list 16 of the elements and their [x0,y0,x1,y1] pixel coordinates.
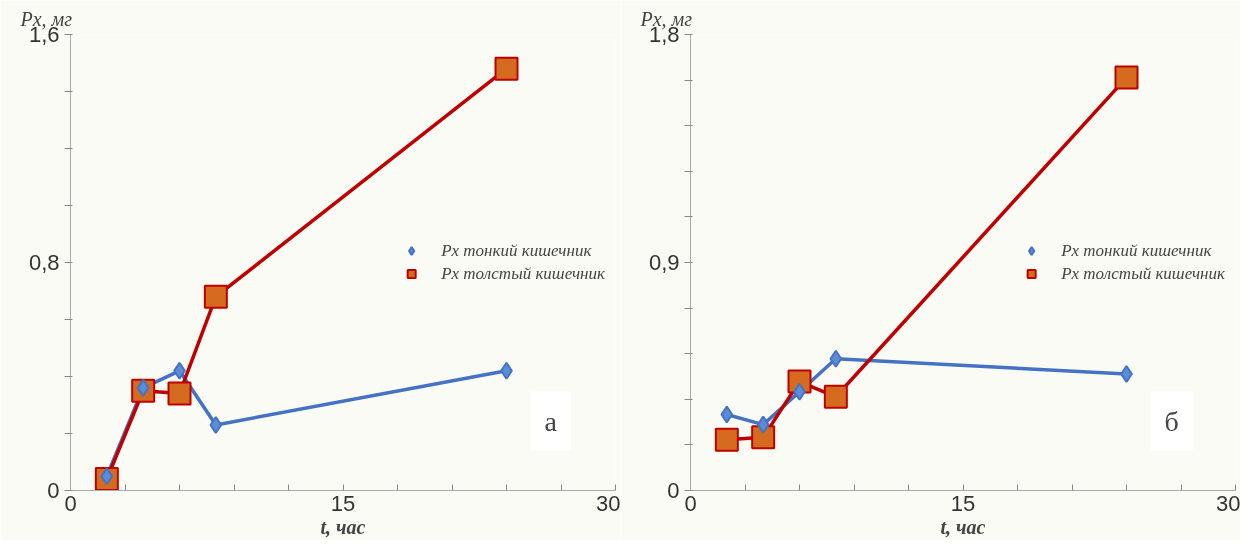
x-tick-label: 15 [330,490,356,516]
annotation: а [544,405,558,437]
x-axis-title: t, час [940,515,986,538]
annotation: б [1164,405,1179,437]
legend-label: Pх тонкий кишечник [1061,240,1212,261]
x-tick-label: 0 [684,490,697,516]
legend-label: Pх толстый кишечник [441,263,605,284]
x-tick-label: 0 [64,490,77,516]
x-tick-label: 15 [950,490,976,516]
x-tick-label: 30 [596,490,621,516]
legend-label: Pх толстый кишечник [1061,263,1225,284]
legend-label: Pх тонкий кишечник [441,240,592,261]
y-tick-label: 0,9 [648,250,680,275]
x-tick-label: 30 [1216,490,1241,516]
y-tick-label: 0,8 [28,250,60,275]
x-axis-title: t, час [320,515,366,538]
